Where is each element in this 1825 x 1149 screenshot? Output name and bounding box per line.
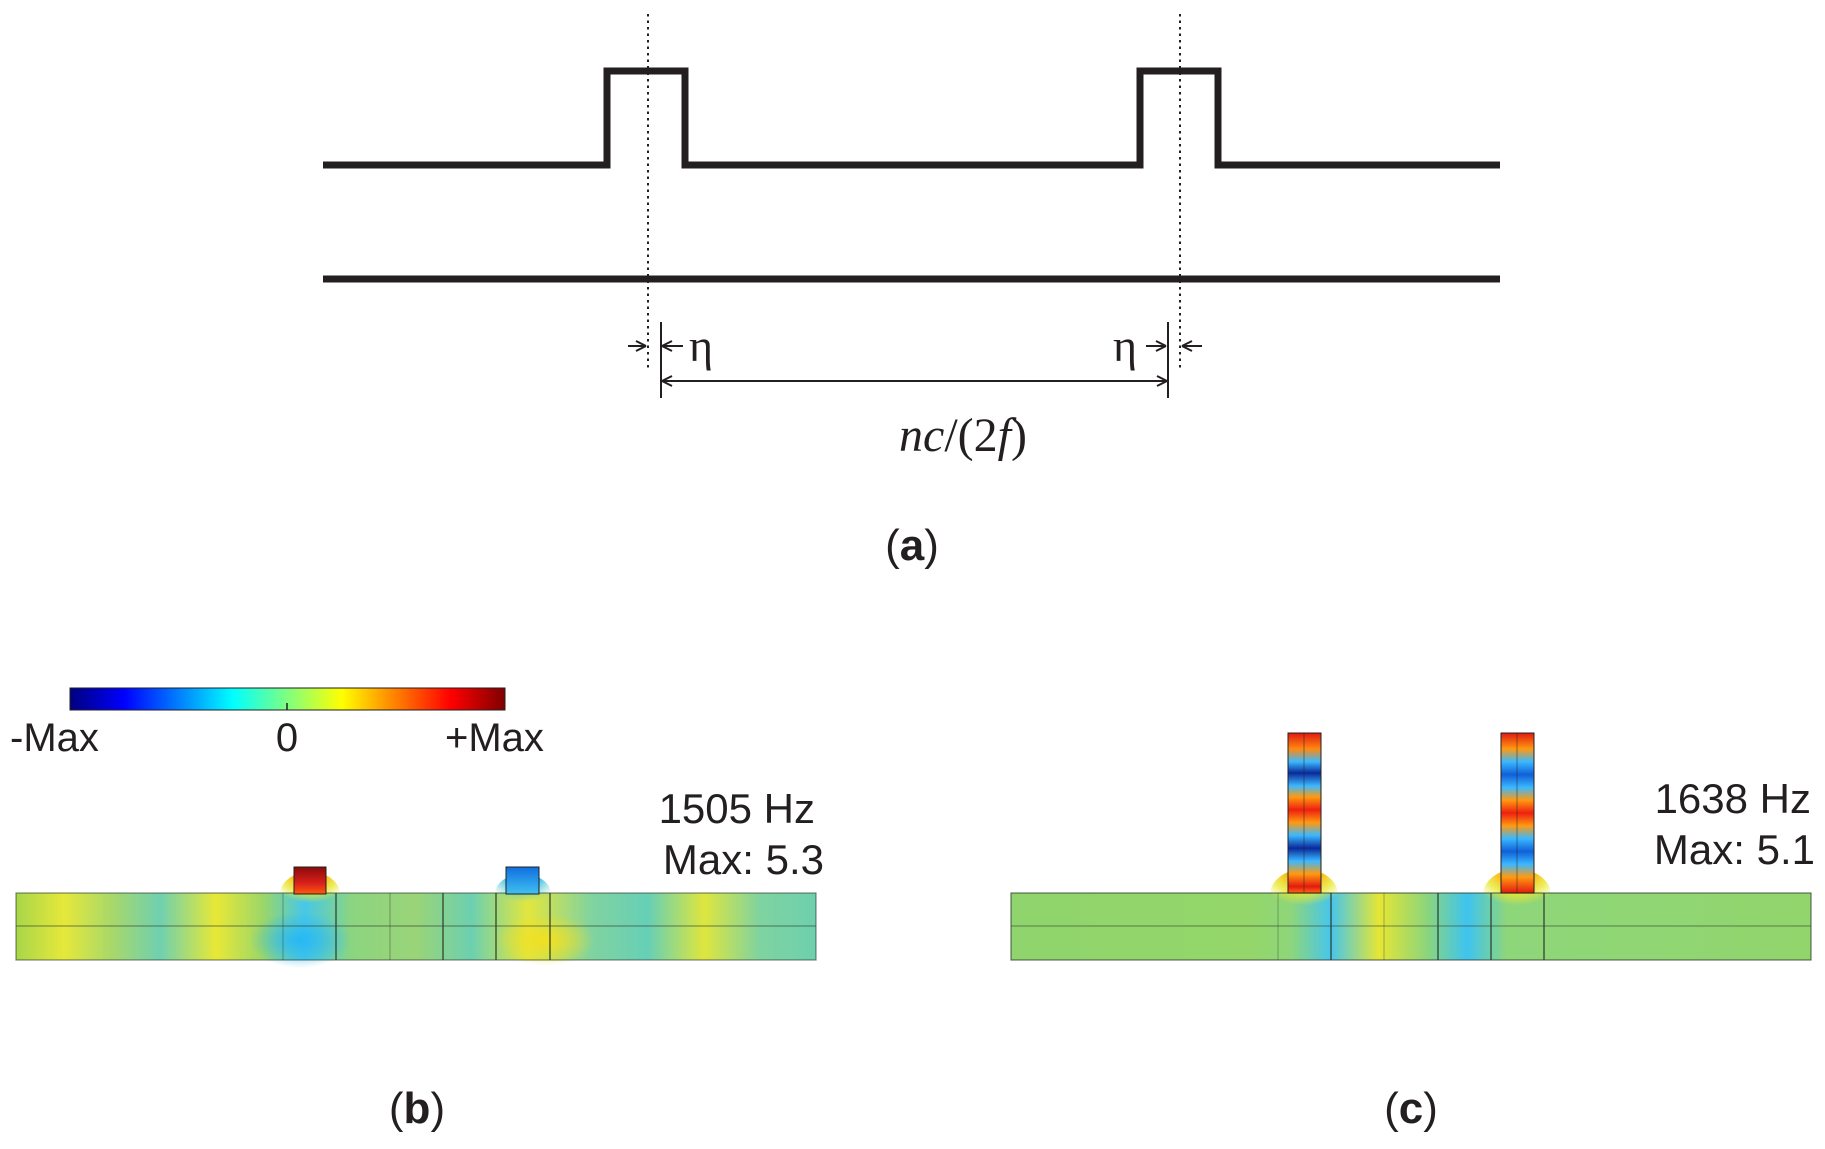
spacing-label-close: )	[1011, 409, 1027, 462]
panel-b-duct-outline	[15, 892, 817, 961]
panel-c-duct-outline	[1010, 892, 1812, 961]
caption-b-letter: b	[404, 1084, 431, 1133]
caption-a-letter: a	[900, 521, 925, 570]
eta-dimension-right	[1146, 322, 1202, 398]
colorbar-max-label: +Max	[445, 716, 544, 760]
duct-upper-wall-with-stubs	[323, 67, 1500, 169]
eta-label-right: η	[1113, 320, 1137, 371]
panel-a-schematic: η η nc/(2f) (a)	[323, 14, 1500, 570]
panel-b-field-plot: 1505 Hz Max: 5.3 (b)	[15, 785, 824, 1133]
panel-c-stub-right	[1500, 732, 1535, 894]
eta-dimension-left	[628, 322, 683, 398]
spacing-label: nc/(2f)	[899, 409, 1027, 462]
panel-b-max-value: Max: 5.3	[663, 836, 824, 883]
panel-b-stub-left	[293, 866, 327, 895]
colorbar-min-label: -Max	[10, 716, 99, 760]
caption-a-open: (	[885, 521, 900, 570]
caption-c-close: )	[1423, 1084, 1438, 1133]
spacing-dimension	[661, 375, 1168, 387]
caption-b-open: (	[389, 1084, 404, 1133]
panel-b-mesh-lines	[16, 893, 816, 960]
caption-b-close: )	[430, 1084, 445, 1133]
colorbar: -Max 0 +Max	[10, 687, 544, 760]
panel-c-stub-left	[1287, 732, 1322, 894]
panel-c-max-value: Max: 5.1	[1654, 826, 1815, 873]
caption-a: (a)	[885, 521, 939, 570]
eta-label-left: η	[689, 320, 713, 371]
panel-c-duct	[1011, 893, 1811, 960]
caption-c: (c)	[1384, 1084, 1438, 1133]
spacing-label-c: c	[923, 409, 944, 462]
panel-c-field-plot: 1638 Hz Max: 5.1 (c)	[1010, 732, 1815, 1133]
panel-c-mesh-lines	[1011, 893, 1811, 960]
caption-c-open: (	[1384, 1084, 1399, 1133]
spacing-label-mid: /(2	[944, 409, 997, 462]
panel-c-frequency: 1638 Hz	[1655, 775, 1811, 822]
colorbar-mid-label: 0	[276, 716, 298, 760]
panel-b-stub-right	[505, 866, 540, 895]
panel-c-stub-mesh	[1303, 733, 1518, 893]
caption-a-close: )	[924, 521, 939, 570]
caption-b: (b)	[389, 1084, 445, 1133]
caption-c-letter: c	[1399, 1084, 1423, 1133]
panel-b-frequency: 1505 Hz	[659, 785, 815, 832]
spacing-label-n: n	[899, 409, 923, 462]
panel-b-yellow-region	[495, 914, 595, 966]
